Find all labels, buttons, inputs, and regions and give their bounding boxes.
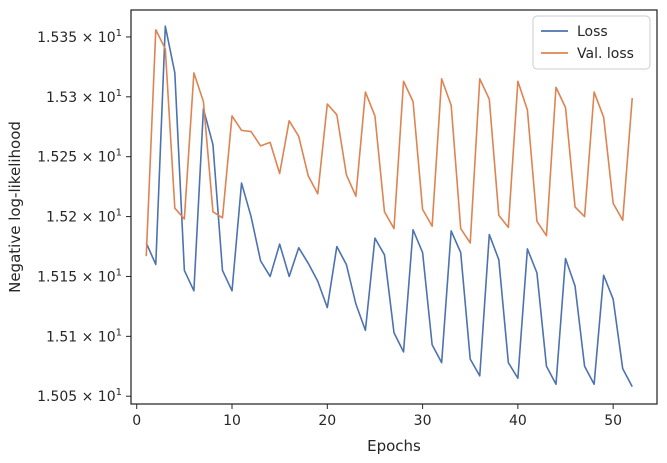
axes (130, 9, 658, 405)
y-tick-label: 1.515 × 101 (37, 267, 122, 285)
y-axis-label: Negative log-likelihood (6, 121, 24, 293)
x-tick-label: 40 (509, 413, 527, 429)
x-tick-label: 30 (414, 413, 432, 429)
x-axis-label: Epochs (367, 437, 421, 455)
x-tick-label: 0 (132, 413, 141, 429)
y-tick-label: 1.535 × 101 (37, 28, 122, 46)
series-line-1 (145, 28, 634, 257)
y-tick-label: 1.505 × 101 (37, 387, 122, 405)
y-tick-label: 1.52 × 101 (46, 208, 122, 226)
legend-label: Val. loss (577, 46, 634, 62)
legend: Loss Val. loss (532, 15, 651, 70)
series-line-0 (145, 25, 633, 388)
legend-label: Loss (577, 24, 608, 40)
y-tick-label: 1.525 × 101 (37, 148, 122, 166)
y-tick-label: 1.53 × 101 (46, 88, 122, 106)
x-tick-label: 20 (318, 413, 336, 429)
x-tick-label: 50 (604, 413, 622, 429)
plot-frame (130, 9, 658, 405)
x-tick-label: 10 (223, 413, 241, 429)
ticks: 0 10 20 30 40 50 1.505 × 101 1.51 × 101 1.515 × … (37, 28, 622, 429)
series-lines (145, 25, 634, 388)
y-tick-label: 1.51 × 101 (46, 327, 122, 345)
legend-box (532, 15, 651, 70)
